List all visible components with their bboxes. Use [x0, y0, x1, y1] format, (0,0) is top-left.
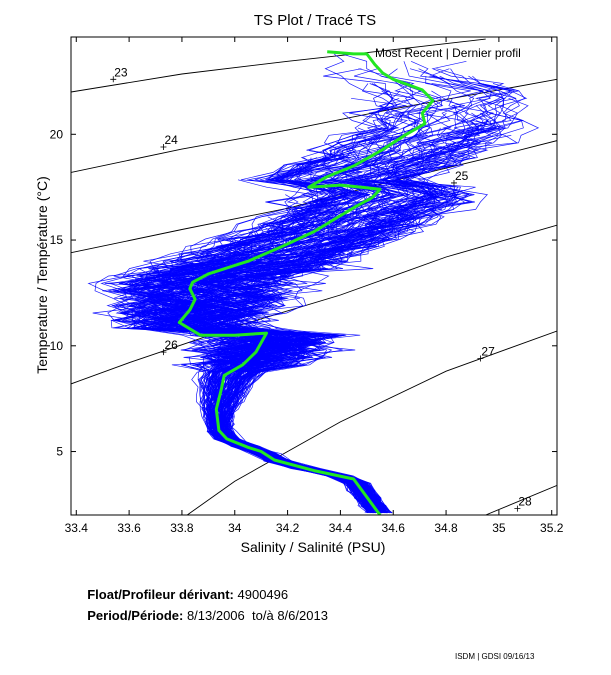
x-tick-label: 33.6: [117, 521, 141, 535]
x-tick-label: 34.2: [276, 521, 300, 535]
period-label: Period/Période:: [87, 608, 184, 623]
contour-label-28: 28: [518, 495, 532, 509]
y-tick-label: 5: [56, 445, 63, 459]
contour-label-25: 25: [455, 169, 469, 183]
x-tick-label: 34.6: [382, 521, 406, 535]
historical-profile: [209, 127, 457, 514]
plot-frame: [70, 36, 558, 516]
y-tick-label: 20: [50, 127, 64, 141]
float-label: Float/Profileur dérivant:: [87, 587, 234, 602]
x-tick-label: 34.4: [329, 521, 353, 535]
historical-profile: [139, 83, 414, 514]
sigma-contour-26: [71, 224, 557, 385]
y-tick-label: 10: [50, 339, 64, 353]
x-tick-label: 33.4: [65, 521, 89, 535]
historical-profile: [195, 223, 388, 514]
period-from: 8/13/2006: [186, 608, 245, 623]
credit-text: ISDM | GDSI 09/16/13: [455, 652, 535, 661]
historical-profile: [179, 112, 434, 514]
contour-label-marker: [514, 505, 521, 512]
y-tick-label: 15: [50, 233, 64, 247]
contour-label-23: 23: [114, 65, 128, 79]
period-info: Period/Période: 8/13/2006 to/à 8/6/2013: [80, 593, 328, 623]
most-recent-profile: [177, 50, 435, 515]
contour-label-27: 27: [481, 344, 495, 358]
sigma-contour-28: [485, 484, 557, 515]
y-axis-label: Temperature / Température (°C): [34, 176, 50, 374]
sigma-contour-27: [186, 330, 557, 515]
x-tick-label: 35.2: [540, 521, 564, 535]
sigma-contour-23: [71, 38, 486, 93]
period-to: 8/6/2013: [277, 608, 328, 623]
contour-label-24: 24: [164, 133, 178, 147]
contour-label-marker: [160, 143, 167, 150]
contour-label-marker: [450, 179, 457, 186]
float-id: 4900496: [237, 587, 289, 602]
x-axis-label: Salinity / Salinité (PSU): [241, 539, 386, 555]
x-tick-label: 34: [228, 521, 242, 535]
x-tick-label: 34.8: [434, 521, 458, 535]
contour-label-26: 26: [164, 338, 178, 352]
legend-label: Most Recent | Dernier profil: [375, 46, 521, 60]
chart-title: TS Plot / Tracé TS: [254, 12, 376, 29]
float-info: Float/Profileur dérivant: 4900496: [80, 572, 288, 602]
contour-label-marker: [160, 349, 167, 356]
x-tick-label: 33.8: [170, 521, 194, 535]
x-tick-label: 35: [492, 521, 506, 535]
period-sep: to/à: [252, 608, 274, 623]
contour-label-marker: [477, 355, 484, 362]
contour-label-marker: [110, 76, 117, 83]
